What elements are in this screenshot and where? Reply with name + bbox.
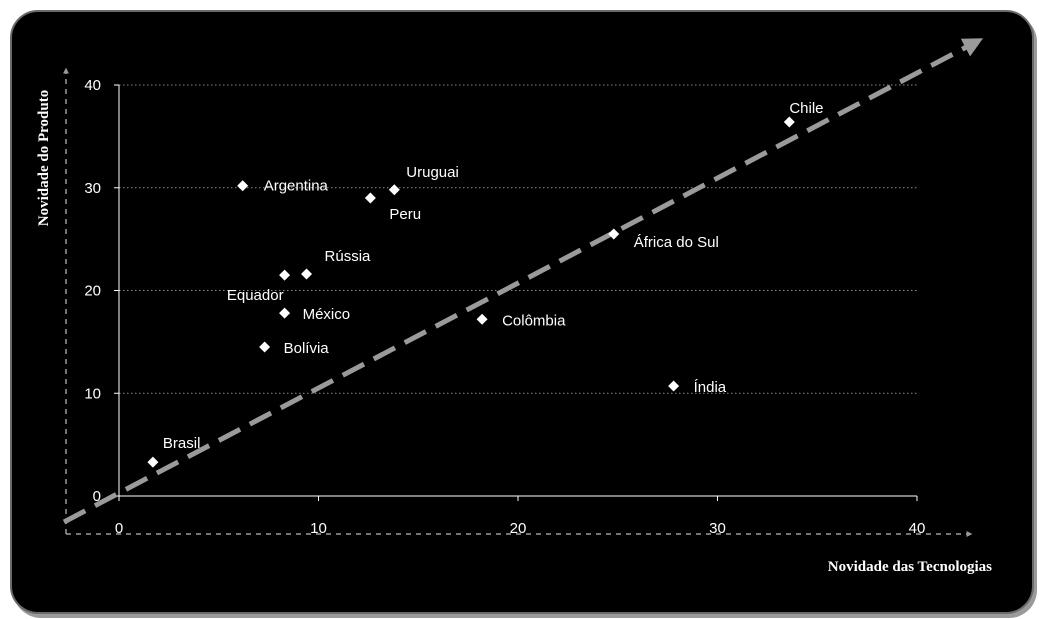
- diagonal-arrow: [62, 38, 984, 525]
- point-mexico: [279, 307, 291, 319]
- y-tick-label: 10: [84, 385, 101, 402]
- y-tick-label: 30: [84, 180, 101, 197]
- point-label-russia: Rússia: [325, 248, 372, 265]
- y-tick-label: 0: [93, 488, 101, 505]
- x-tick-label: 10: [310, 520, 327, 537]
- point-africa-do-sul: [608, 228, 620, 240]
- gridlines: [119, 84, 917, 394]
- point-peru: [364, 192, 376, 204]
- point-equador: [279, 269, 291, 281]
- point-label-brasil: Brasil: [163, 435, 201, 452]
- point-label-argentina: Argentina: [264, 178, 329, 195]
- x-tick-label: 0: [115, 520, 123, 537]
- x-tick-label: 40: [909, 520, 926, 537]
- point-russia: [301, 268, 313, 280]
- point-label-mexico: México: [303, 306, 351, 323]
- point-bolivia: [259, 341, 271, 353]
- point-label-india: Índia: [694, 379, 727, 396]
- y-tick-label: 40: [84, 77, 101, 94]
- point-brasil: [147, 456, 159, 468]
- x-tick-label: 20: [510, 520, 527, 537]
- point-label-colombia: Colômbia: [502, 312, 566, 329]
- point-uruguai: [388, 184, 400, 196]
- point-colombia: [476, 313, 488, 325]
- point-label-uruguai: Uruguai: [406, 164, 459, 181]
- axes: [114, 84, 918, 501]
- point-label-africa-do-sul: África do Sul: [634, 234, 719, 251]
- y-axis-title: Novidade do Produto: [36, 90, 52, 226]
- chart-frame: [10, 10, 1034, 614]
- point-india: [668, 380, 680, 392]
- point-chile: [783, 116, 795, 128]
- x-axis-title: Novidade das Tecnologias: [828, 559, 992, 575]
- point-label-peru: Peru: [389, 206, 421, 223]
- data-points: [147, 116, 795, 468]
- point-label-chile: Chile: [789, 100, 823, 117]
- y-tick-label: 20: [84, 283, 101, 300]
- x-tick-label: 30: [709, 520, 726, 537]
- tick-labels: 0 10 20 30 40 0 10 20 30 40: [84, 77, 925, 537]
- point-label-equador: Equador: [227, 287, 284, 304]
- point-label-bolivia: Bolívia: [284, 340, 330, 357]
- point-argentina: [237, 180, 249, 192]
- point-labels: Brasil Argentina Uruguai Peru Rússia Equador M…: [163, 100, 824, 452]
- diagonal-reference: [62, 38, 984, 537]
